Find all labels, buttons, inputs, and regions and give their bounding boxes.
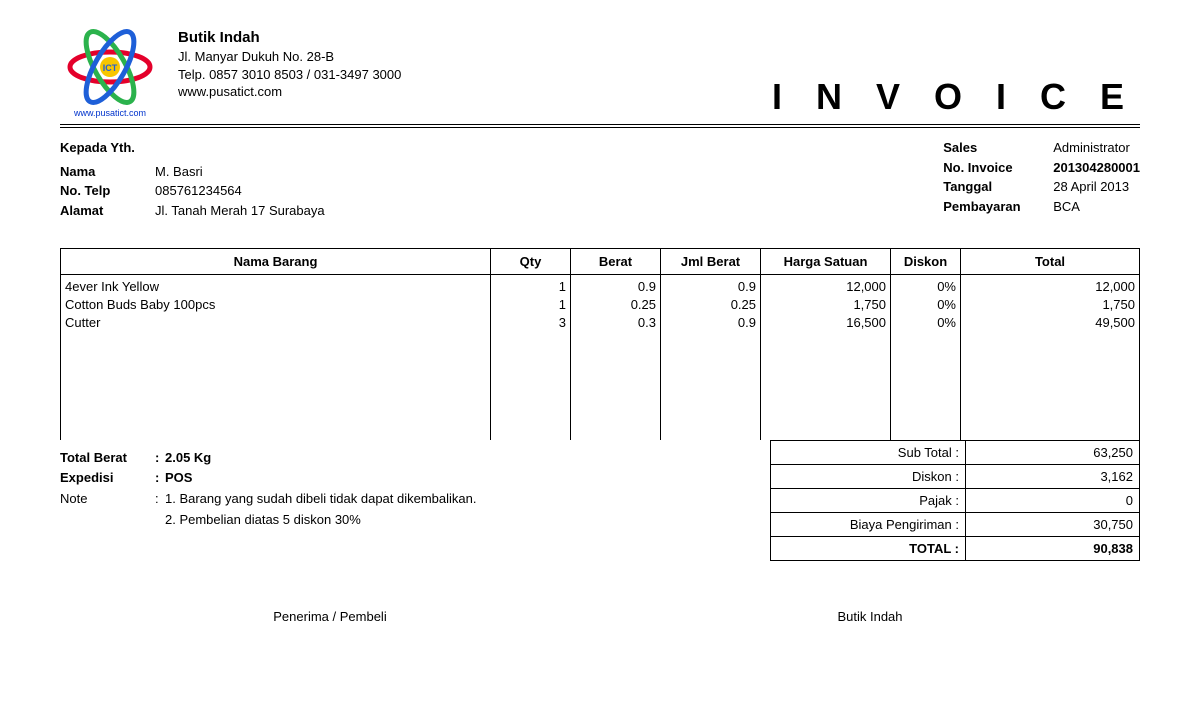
expedisi-label: Expedisi — [60, 468, 155, 489]
buyer-telp-label: No. Telp — [60, 181, 155, 201]
th-qty: Qty — [491, 249, 571, 275]
th-total: Total — [961, 249, 1140, 275]
note-line-1: 1. Barang yang sudah dibeli tidak dapat … — [165, 489, 477, 510]
note-line-2: 2. Pembelian diatas 5 diskon 30% — [165, 510, 477, 531]
header: ICT www.pusatict.com Butik Indah Jl. Man… — [60, 28, 1140, 118]
table-cell: 0.9 — [665, 278, 756, 296]
note-lines: 1. Barang yang sudah dibeli tidak dapat … — [165, 489, 477, 531]
company-website: www.pusatict.com — [178, 83, 401, 101]
diskon-label: Diskon : — [771, 464, 966, 488]
table-cell: 0.9 — [665, 314, 756, 332]
grand-label: TOTAL : — [771, 536, 966, 560]
pajak-label: Pajak : — [771, 488, 966, 512]
company-info: Butik Indah Jl. Manyar Dukuh No. 28-B Te… — [178, 28, 401, 101]
table-cell: 16,500 — [765, 314, 886, 332]
pajak-value: 0 — [966, 488, 1140, 512]
sales-label: Sales — [943, 138, 1053, 158]
company-name: Butik Indah — [178, 28, 401, 48]
pembayaran-value: BCA — [1053, 197, 1080, 217]
bottom-section: Total Berat : 2.05 Kg Expedisi : POS Not… — [60, 440, 1140, 561]
th-disk: Diskon — [891, 249, 961, 275]
th-harga: Harga Satuan — [761, 249, 891, 275]
buyer-alamat-label: Alamat — [60, 201, 155, 221]
company-phone: Telp. 0857 3010 8503 / 031-3497 3000 — [178, 66, 401, 84]
signatures: Penerima / Pembeli Butik Indah — [60, 609, 1140, 624]
total-berat-value: 2.05 Kg — [165, 448, 211, 469]
table-cell: 1 — [495, 278, 566, 296]
buyer-alamat: Jl. Tanah Merah 17 Surabaya — [155, 201, 325, 221]
expedisi-value: POS — [165, 468, 192, 489]
signature-seller: Butik Indah — [600, 609, 1140, 624]
table-cell: 12,000 — [765, 278, 886, 296]
table-cell: 12,000 — [965, 278, 1135, 296]
col-qty: 113 — [491, 275, 571, 440]
table-cell: 0.9 — [575, 278, 656, 296]
document-title: I N V O I C E — [772, 76, 1140, 118]
table-cell: 4ever Ink Yellow — [65, 278, 486, 296]
col-berat: 0.90.250.3 — [571, 275, 661, 440]
total-berat-label: Total Berat — [60, 448, 155, 469]
invoice-meta-block: SalesAdministrator No. Invoice2013042800… — [943, 138, 1140, 220]
items-table: Nama Barang Qty Berat Jml Berat Harga Sa… — [60, 248, 1140, 440]
th-jml: Jml Berat — [661, 249, 761, 275]
table-cell: 0% — [895, 278, 956, 296]
buyer-nama: M. Basri — [155, 162, 203, 182]
col-disk: 0%0%0% — [891, 275, 961, 440]
diskon-value: 3,162 — [966, 464, 1140, 488]
shipping-label: Biaya Pengiriman : — [771, 512, 966, 536]
col-nama: 4ever Ink YellowCotton Buds Baby 100pcsC… — [61, 275, 491, 440]
table-cell: 0.25 — [665, 296, 756, 314]
table-cell: 49,500 — [965, 314, 1135, 332]
company-address: Jl. Manyar Dukuh No. 28-B — [178, 48, 401, 66]
shipping-value: 30,750 — [966, 512, 1140, 536]
col-jml: 0.90.250.9 — [661, 275, 761, 440]
buyer-heading: Kepada Yth. — [60, 138, 325, 158]
table-cell: 1,750 — [965, 296, 1135, 314]
logo-icon: ICT — [65, 28, 155, 106]
logo: ICT www.pusatict.com — [60, 28, 160, 118]
noinv-label: No. Invoice — [943, 158, 1053, 178]
table-cell: Cutter — [65, 314, 486, 332]
table-cell: 0.25 — [575, 296, 656, 314]
logo-caption: www.pusatict.com — [60, 108, 160, 118]
totals-table: Sub Total :63,250 Diskon :3,162 Pajak :0… — [770, 440, 1140, 561]
table-cell: 0% — [895, 314, 956, 332]
col-harga: 12,0001,75016,500 — [761, 275, 891, 440]
col-total: 12,0001,75049,500 — [961, 275, 1140, 440]
tanggal-value: 28 April 2013 — [1053, 177, 1129, 197]
table-cell: 1,750 — [765, 296, 886, 314]
note-label: Note — [60, 489, 155, 531]
grand-value: 90,838 — [966, 536, 1140, 560]
table-cell: 0.3 — [575, 314, 656, 332]
tanggal-label: Tanggal — [943, 177, 1053, 197]
signature-buyer: Penerima / Pembeli — [60, 609, 600, 624]
buyer-block: Kepada Yth. NamaM. Basri No. Telp0857612… — [60, 138, 325, 220]
sales-value: Administrator — [1053, 138, 1130, 158]
svg-text:ICT: ICT — [103, 63, 118, 73]
table-cell: 0% — [895, 296, 956, 314]
table-cell: 1 — [495, 296, 566, 314]
buyer-telp: 085761234564 — [155, 181, 242, 201]
th-berat: Berat — [571, 249, 661, 275]
noinv-value: 201304280001 — [1053, 158, 1140, 178]
table-cell: 3 — [495, 314, 566, 332]
th-nama: Nama Barang — [61, 249, 491, 275]
table-cell: Cotton Buds Baby 100pcs — [65, 296, 486, 314]
meta-section: Kepada Yth. NamaM. Basri No. Telp0857612… — [60, 138, 1140, 220]
subtotal-value: 63,250 — [966, 440, 1140, 464]
header-divider — [60, 124, 1140, 128]
summary-left: Total Berat : 2.05 Kg Expedisi : POS Not… — [60, 440, 770, 531]
pembayaran-label: Pembayaran — [943, 197, 1053, 217]
subtotal-label: Sub Total : — [771, 440, 966, 464]
buyer-nama-label: Nama — [60, 162, 155, 182]
